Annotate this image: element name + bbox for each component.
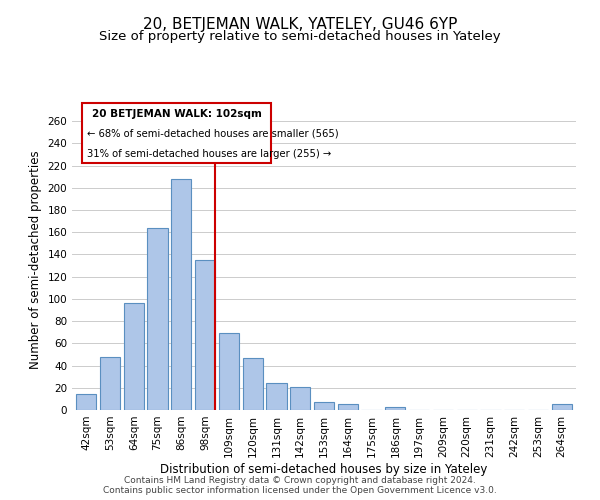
Bar <box>314 402 334 410</box>
Bar <box>100 356 120 410</box>
Bar <box>338 404 358 410</box>
Text: ← 68% of semi-detached houses are smaller (565): ← 68% of semi-detached houses are smalle… <box>87 128 339 138</box>
Y-axis label: Number of semi-detached properties: Number of semi-detached properties <box>29 150 42 370</box>
Bar <box>266 384 287 410</box>
Bar <box>76 394 97 410</box>
FancyBboxPatch shape <box>82 102 271 162</box>
Bar <box>124 304 144 410</box>
Bar <box>551 404 572 410</box>
Text: Contains HM Land Registry data © Crown copyright and database right 2024.: Contains HM Land Registry data © Crown c… <box>124 476 476 485</box>
Bar <box>385 406 406 410</box>
Bar <box>171 179 191 410</box>
Bar <box>148 228 167 410</box>
X-axis label: Distribution of semi-detached houses by size in Yateley: Distribution of semi-detached houses by … <box>160 462 488 475</box>
Bar <box>290 386 310 410</box>
Text: Size of property relative to semi-detached houses in Yateley: Size of property relative to semi-detach… <box>99 30 501 43</box>
Text: 20 BETJEMAN WALK: 102sqm: 20 BETJEMAN WALK: 102sqm <box>92 108 262 118</box>
Text: 20, BETJEMAN WALK, YATELEY, GU46 6YP: 20, BETJEMAN WALK, YATELEY, GU46 6YP <box>143 18 457 32</box>
Text: Contains public sector information licensed under the Open Government Licence v3: Contains public sector information licen… <box>103 486 497 495</box>
Text: 31% of semi-detached houses are larger (255) →: 31% of semi-detached houses are larger (… <box>87 149 331 159</box>
Bar <box>195 260 215 410</box>
Bar <box>219 334 239 410</box>
Bar <box>242 358 263 410</box>
